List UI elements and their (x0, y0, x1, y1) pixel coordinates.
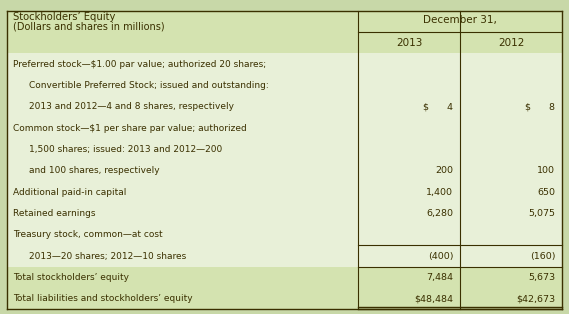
Bar (460, 160, 562, 181)
Text: (Dollars and shares in millions): (Dollars and shares in millions) (13, 21, 164, 31)
Bar (460, 117, 562, 139)
Bar (7, 11, 358, 32)
Text: Retained earnings: Retained earnings (13, 209, 95, 218)
Bar (358, 32, 460, 53)
Text: 200: 200 (435, 166, 453, 175)
Bar (7, 246, 358, 267)
Text: Common stock—$1 per share par value; authorized: Common stock—$1 per share par value; aut… (13, 124, 246, 133)
Text: Preferred stock—$1.00 par value; authorized 20 shares;: Preferred stock—$1.00 par value; authori… (13, 60, 266, 68)
Bar (460, 75, 562, 96)
Bar (7, 96, 358, 117)
Text: Additional paid-in capital: Additional paid-in capital (13, 188, 126, 197)
Bar (460, 224, 562, 246)
Text: $      8: $ 8 (525, 102, 555, 111)
Text: $      4: $ 4 (423, 102, 453, 111)
Bar (358, 11, 562, 32)
Text: 5,673: 5,673 (528, 273, 555, 282)
Text: December 31,: December 31, (423, 15, 497, 25)
Text: 5,075: 5,075 (528, 209, 555, 218)
Bar (7, 139, 358, 160)
Bar (7, 53, 358, 75)
Text: 1,400: 1,400 (426, 188, 453, 197)
Bar (7, 224, 358, 246)
Bar (7, 160, 358, 181)
Bar (358, 203, 460, 224)
Bar (358, 160, 460, 181)
Bar (358, 96, 460, 117)
Text: $42,673: $42,673 (516, 294, 555, 303)
Bar (358, 139, 460, 160)
Text: Convertible Preferred Stock; issued and outstanding:: Convertible Preferred Stock; issued and … (28, 81, 269, 90)
Bar (460, 96, 562, 117)
Text: 2013 and 2012—4 and 8 shares, respectively: 2013 and 2012—4 and 8 shares, respective… (28, 102, 233, 111)
Bar (7, 117, 358, 139)
Bar (460, 203, 562, 224)
Bar (460, 246, 562, 267)
Text: Total liabilities and stockholders’ equity: Total liabilities and stockholders’ equi… (13, 294, 192, 303)
Bar (7, 181, 358, 203)
Text: 100: 100 (537, 166, 555, 175)
Bar (7, 288, 358, 310)
Text: 650: 650 (537, 188, 555, 197)
Bar (7, 203, 358, 224)
Bar (358, 224, 460, 246)
Bar (460, 181, 562, 203)
Bar (358, 117, 460, 139)
Text: and 100 shares, respectively: and 100 shares, respectively (28, 166, 159, 175)
Text: (160): (160) (530, 252, 555, 261)
Bar (358, 246, 460, 267)
Bar (7, 267, 358, 288)
Bar (358, 53, 460, 75)
Bar (358, 75, 460, 96)
Text: 2013: 2013 (396, 38, 422, 48)
Bar (7, 75, 358, 96)
Text: 1,500 shares; issued: 2013 and 2012—200: 1,500 shares; issued: 2013 and 2012—200 (28, 145, 222, 154)
Text: 2013—20 shares; 2012—10 shares: 2013—20 shares; 2012—10 shares (28, 252, 186, 261)
Text: Treasury stock, common—at cost: Treasury stock, common—at cost (13, 230, 162, 239)
Bar (460, 267, 562, 288)
Bar (7, 32, 358, 53)
Bar (460, 288, 562, 310)
Text: 6,280: 6,280 (426, 209, 453, 218)
Text: Stockholders’ Equity: Stockholders’ Equity (13, 12, 115, 22)
Bar (358, 267, 460, 288)
Bar (460, 53, 562, 75)
Bar (358, 181, 460, 203)
Bar (358, 288, 460, 310)
Text: Total stockholders’ equity: Total stockholders’ equity (13, 273, 129, 282)
Text: (400): (400) (428, 252, 453, 261)
Bar (460, 32, 562, 53)
Bar (460, 139, 562, 160)
Text: 7,484: 7,484 (426, 273, 453, 282)
Text: $48,484: $48,484 (414, 294, 453, 303)
Text: 2012: 2012 (498, 38, 524, 48)
